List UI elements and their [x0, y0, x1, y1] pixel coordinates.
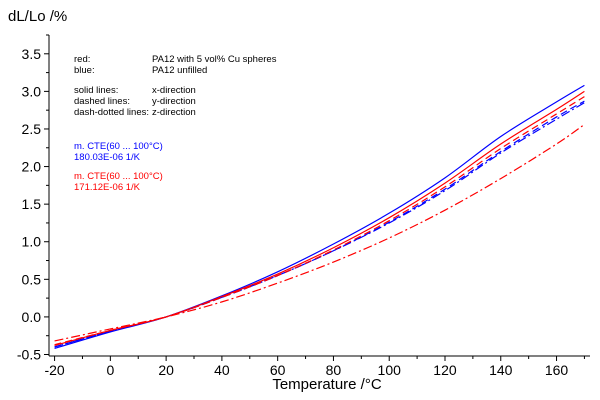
x-tick-label: 160	[545, 362, 569, 378]
cte-annotation-label: m. CTE(60 ... 100°C)	[74, 141, 163, 152]
y-tick-label: 1.0	[22, 234, 42, 250]
y-tick-label: 3.0	[22, 83, 42, 99]
y-tick-label: 3.5	[22, 46, 42, 62]
legend-note-value: x-direction	[152, 85, 196, 96]
y-tick-label: 0.0	[22, 309, 42, 325]
y-tick-label: 2.5	[22, 121, 42, 137]
legend-note-key: blue:	[74, 65, 95, 76]
x-tick-label: 140	[489, 362, 513, 378]
y-axis: -0.5 0.0 0.5 1.0 1.5 2.0 2.5 3.0 3.5	[17, 34, 49, 362]
series-line-3	[54, 90, 585, 347]
x-tick-label: 20	[158, 362, 174, 378]
x-axis-title: Temperature /°C	[272, 376, 382, 393]
legend-note-value: z-direction	[152, 107, 196, 118]
series-line-4	[54, 96, 585, 346]
series-line-0	[54, 84, 585, 350]
legend-note-value: y-direction	[152, 96, 196, 107]
x-axis: -20 0 20 40 60 80 100 120 140 160	[44, 356, 585, 378]
cte-annotation-value: 171.12E-06 1/K	[74, 182, 141, 193]
legend-note-value: PA12 with 5 vol% Cu spheres	[152, 54, 277, 65]
legend-note-key: dash-dotted lines:	[74, 107, 149, 118]
x-tick-label: 0	[106, 362, 114, 378]
legend-note-key: solid lines:	[74, 85, 118, 96]
x-tick-label: 120	[433, 362, 457, 378]
y-tick-label: -0.5	[17, 346, 41, 362]
y-tick-label: 0.5	[22, 271, 42, 287]
x-tick-label: -20	[44, 362, 64, 378]
y-axis-title: dL/Lo /%	[8, 8, 67, 25]
series-line-1	[54, 100, 585, 348]
series-layer	[54, 84, 585, 350]
x-tick-label: 80	[326, 362, 342, 378]
y-tick-label: 2.0	[22, 159, 42, 175]
legend-note-key: dashed lines:	[74, 96, 130, 107]
y-tick-label: 1.5	[22, 196, 42, 212]
x-tick-label: 60	[270, 362, 286, 378]
cte-annotation-label: m. CTE(60 ... 100°C)	[74, 171, 163, 182]
cte-annotation-value: 180.03E-06 1/K	[74, 152, 141, 163]
series-line-2	[54, 102, 585, 348]
plot-area	[48, 35, 590, 357]
x-tick-label: 100	[378, 362, 402, 378]
x-tick-label: 40	[214, 362, 230, 378]
legend-note-value: PA12 unfilled	[152, 65, 207, 76]
legend-note-key: red:	[74, 54, 90, 65]
cte-annotations: m. CTE(60 ... 100°C)180.03E-06 1/Km. CTE…	[74, 141, 163, 193]
legend-notes: red: PA12 with 5 vol% Cu spheres blue: PA12…	[74, 54, 277, 118]
series-line-5	[54, 123, 585, 342]
